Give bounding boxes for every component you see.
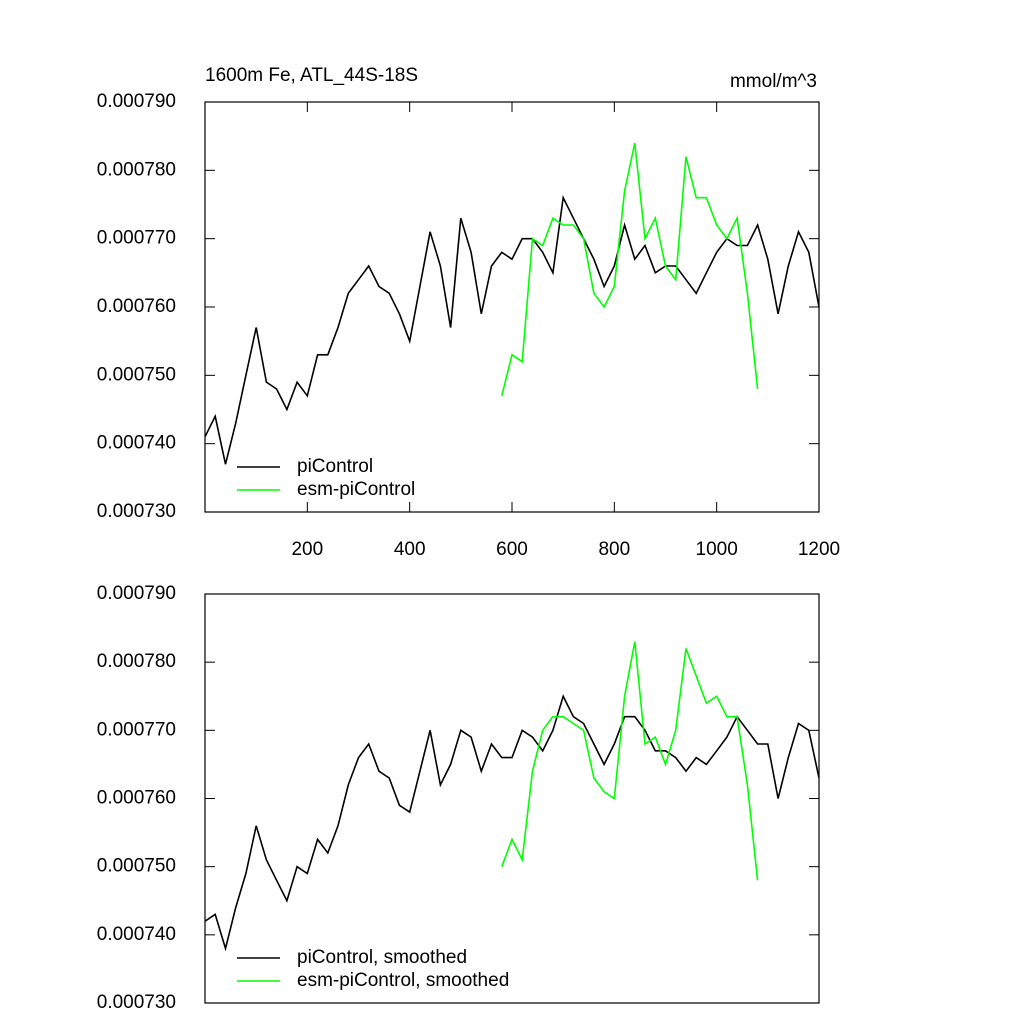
y-tick-label: 0.000730 [97,992,176,1013]
y-tick-label: 0.000760 [97,296,176,317]
chart-title: 1600m Fe, ATL_44S-18S [205,65,418,86]
y-tick-label: 0.000760 [97,788,176,809]
legend-label: esm-piControl, smoothed [297,970,509,991]
units-label: mmol/m^3 [730,71,817,92]
plot-frame [204,593,820,1004]
y-tick-label: 0.000750 [97,856,176,877]
series-line [501,641,759,881]
series-line [204,694,820,952]
y-tick-label: 0.000740 [97,433,176,454]
y-tick-label: 0.000770 [97,719,176,740]
x-tick-label: 800 [598,539,630,560]
y-tick-label: 0.000730 [97,501,176,522]
y-tick-label: 0.000780 [97,651,176,672]
x-tick-label: 400 [394,539,426,560]
y-tick-label: 0.000770 [97,228,176,249]
y-tick-label: 0.000740 [97,924,176,945]
y-tick-label: 0.000780 [97,159,176,180]
y-tick-label: 0.000790 [97,583,176,604]
x-tick-label: 600 [496,539,528,560]
legend-label: esm-piControl [297,479,415,500]
legend-label: piControl [297,456,373,477]
series-line [501,142,759,396]
x-tick-label: 1000 [696,539,738,560]
legend-label: piControl, smoothed [297,947,467,968]
y-tick-label: 0.000750 [97,364,176,385]
y-tick-label: 0.000790 [97,91,176,112]
x-tick-label: 200 [291,539,323,560]
x-tick-label: 1200 [798,539,840,560]
plot-frame [204,101,820,513]
series-line [204,195,820,465]
